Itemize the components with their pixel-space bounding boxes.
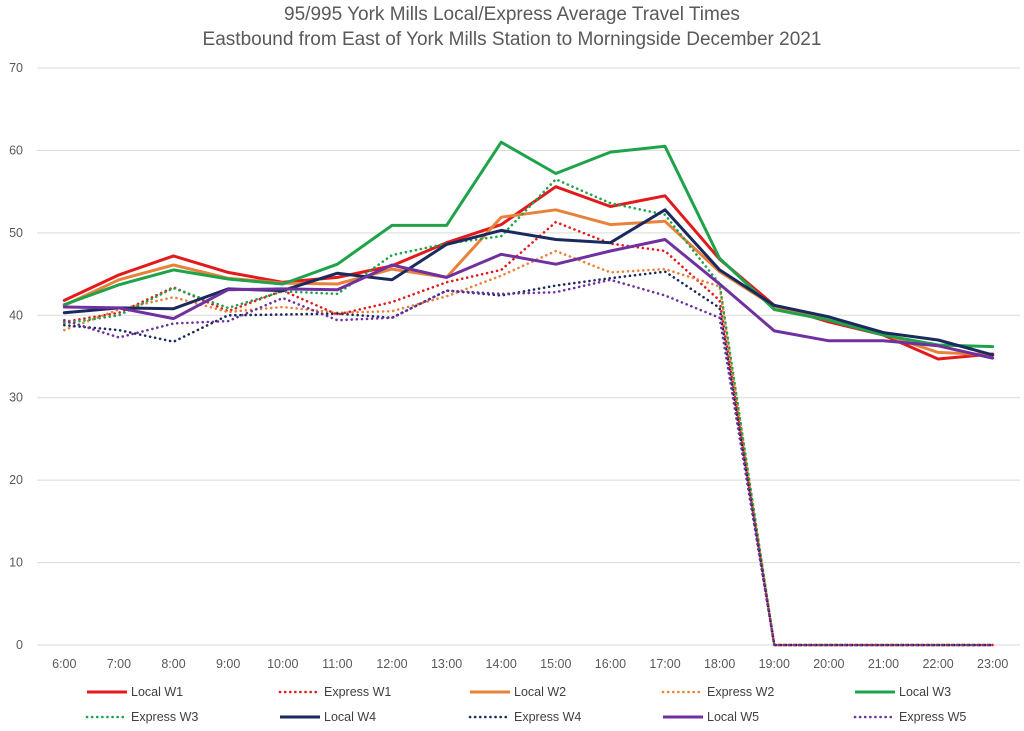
y-tick-label: 10	[9, 556, 23, 570]
series-line-local-w5	[62, 238, 995, 360]
x-tick-label: 10:00	[267, 657, 298, 671]
legend-item: Express W5	[853, 710, 966, 724]
x-tick-label: 9:00	[216, 657, 240, 671]
series-line-express-w3	[63, 178, 995, 647]
x-tick-label: 6:00	[52, 657, 76, 671]
gridlines	[37, 67, 1020, 646]
series-line-local-w2	[62, 208, 995, 357]
chart-title-block: 95/995 York Mills Local/Express Average …	[0, 2, 1024, 52]
legend-item: Local W5	[663, 710, 759, 724]
legend-label: Express W4	[514, 710, 581, 724]
y-tick-label: 30	[9, 391, 23, 405]
legend-label: Express W3	[131, 710, 198, 724]
x-tick-label: 8:00	[161, 657, 185, 671]
x-tick-label: 22:00	[922, 657, 953, 671]
legend-label: Local W5	[707, 710, 759, 724]
legend-item: Express W3	[85, 710, 198, 724]
legend-label: Local W2	[514, 685, 566, 699]
chart-subtitle: Eastbound from East of York Mills Statio…	[202, 29, 822, 50]
legend-item: Local W3	[855, 685, 951, 699]
legend-label: Express W2	[707, 685, 774, 699]
y-tick-label: 50	[9, 226, 23, 240]
y-tick-label: 20	[9, 473, 23, 487]
x-tick-label: 12:00	[376, 657, 407, 671]
series-line-express-w2	[63, 249, 995, 647]
legend-item: Express W1	[278, 685, 391, 699]
x-axis-tick-labels: 6:00 7:00 8:00 9:00 10:00 11:00 12:00 13:00 14:0…	[52, 657, 1008, 671]
legend-label: Local W4	[324, 710, 376, 724]
x-tick-label: 13:00	[431, 657, 462, 671]
y-tick-label: 70	[9, 61, 23, 75]
legend-label: Express W1	[324, 685, 391, 699]
y-axis-tick-labels: 0 10 20 30 40 50 60 70	[9, 61, 23, 652]
legend: Local W1 Express W1 Local W2 Express W2 Loca…	[85, 685, 966, 724]
legend-item: Local W1	[87, 685, 183, 699]
chart-title: 95/995 York Mills Local/Express Average …	[284, 4, 740, 25]
series-line-express-w1	[63, 220, 995, 647]
series-lines	[62, 140, 995, 647]
legend-label: Local W1	[131, 685, 183, 699]
y-tick-label: 60	[9, 143, 23, 157]
legend-label: Local W3	[899, 685, 951, 699]
series-line-local-w4	[62, 208, 995, 357]
legend-item: Local W4	[280, 710, 376, 724]
series-line-local-w3	[62, 140, 995, 349]
series-line-express-w5	[63, 278, 995, 647]
x-tick-label: 17:00	[649, 657, 680, 671]
x-tick-label: 11:00	[322, 657, 352, 671]
legend-item: Express W4	[468, 710, 581, 724]
series-line-express-w4	[63, 270, 995, 647]
y-tick-label: 40	[9, 308, 23, 322]
x-tick-label: 19:00	[759, 657, 790, 671]
x-tick-label: 7:00	[107, 657, 131, 671]
x-tick-label: 14:00	[486, 657, 517, 671]
y-tick-label: 0	[16, 638, 23, 652]
legend-item: Local W2	[470, 685, 566, 699]
legend-label: Express W5	[899, 710, 966, 724]
x-tick-label: 20:00	[813, 657, 844, 671]
x-tick-label: 21:00	[868, 657, 899, 671]
x-tick-label: 16:00	[595, 657, 626, 671]
x-tick-label: 18:00	[704, 657, 735, 671]
x-tick-label: 23:00	[977, 657, 1008, 671]
legend-item: Express W2	[661, 685, 774, 699]
x-tick-label: 15:00	[540, 657, 571, 671]
